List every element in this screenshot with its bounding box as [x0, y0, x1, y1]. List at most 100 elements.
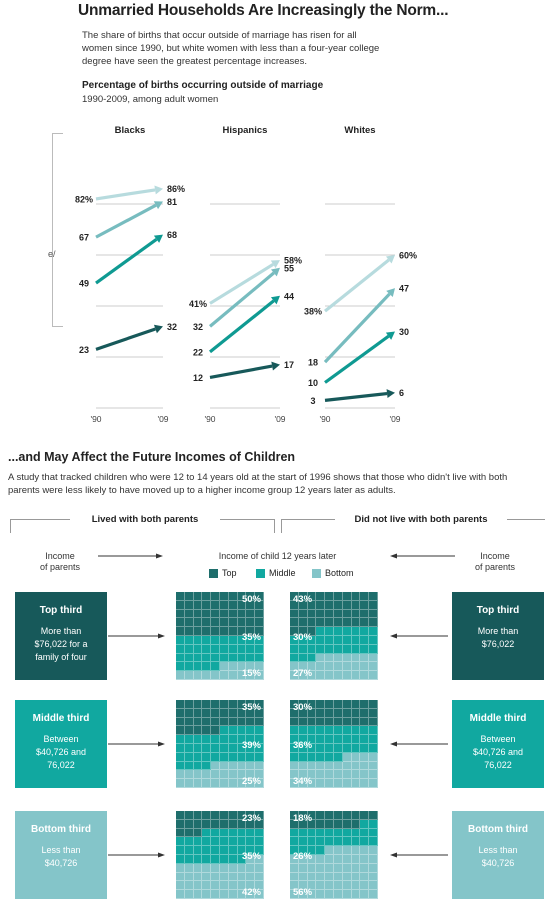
waffle-cell [290, 708, 299, 718]
waffle-cell [220, 735, 229, 744]
waffle-cell [316, 872, 326, 882]
waffle-cell [290, 752, 299, 762]
waffle-cell [369, 592, 378, 601]
waffle-cell [255, 779, 264, 788]
waffle-grid-0-2: 23% 35% 42% [176, 811, 264, 899]
waffle-cell [211, 662, 220, 672]
income-box-title-left-0: Top third [39, 605, 83, 616]
arrow-right-icon [156, 553, 163, 559]
income-box-title-left-1: Middle third [32, 713, 90, 724]
waffle-cell [351, 837, 361, 847]
waffle-cell [237, 744, 247, 753]
waffle-cell [176, 863, 185, 873]
waffle-cell [316, 609, 326, 619]
side-fragment: e/ [48, 249, 56, 259]
waffle-cell [228, 761, 238, 771]
waffle-cell [316, 627, 326, 636]
waffle-cell [307, 592, 317, 601]
waffle-cell [237, 618, 247, 628]
waffle-cell [246, 735, 256, 744]
arrow-right-icon [158, 741, 165, 747]
waffle-cell [202, 837, 212, 847]
waffle-cell [307, 761, 317, 771]
row-arrows-2 [108, 852, 448, 858]
waffle-cell [351, 726, 361, 736]
waffle-cell [255, 837, 264, 847]
waffle-label-1-2-0: 18% [293, 813, 313, 824]
waffle-cell [228, 671, 238, 680]
waffle-cell [316, 881, 326, 891]
waffle-cell [290, 872, 299, 882]
waffle-cell [220, 846, 229, 855]
waffle-cell [193, 708, 203, 718]
waffle-label-1-2-1: 26% [293, 851, 313, 862]
waffle-cell [369, 890, 378, 899]
waffle-cell [325, 600, 334, 610]
waffle-cell [360, 872, 370, 882]
series-arrow-1-2 [270, 295, 280, 305]
waffle-cell [255, 600, 264, 610]
series-arrow-0-2 [153, 234, 163, 243]
waffle-cell [334, 726, 343, 736]
income-box-desc-line-left-1-1: $40,726 and [35, 747, 87, 757]
waffle-cell [193, 846, 203, 855]
waffle-cell [325, 819, 334, 829]
waffle-cell [360, 761, 370, 771]
waffle-cell [342, 863, 352, 873]
waffle-cell [342, 770, 352, 780]
waffle-cell [193, 770, 203, 780]
waffle-cell [176, 744, 185, 753]
income-parents-right-line1: Income [480, 551, 510, 561]
waffle-cell [237, 761, 247, 771]
arrow-left-icon [390, 852, 397, 858]
waffle-cell [176, 837, 185, 847]
series-arrow-2-2 [385, 331, 395, 340]
waffle-cell [351, 855, 361, 864]
waffle-cell [202, 636, 212, 645]
waffle-cell [334, 752, 343, 762]
waffle-cell [325, 890, 334, 899]
waffle-cell [228, 744, 238, 753]
series-line-2-0 [323, 258, 390, 313]
income-box-right-2: Bottom third Less than $40,726 [452, 811, 544, 899]
waffle-cell [342, 609, 352, 619]
waffle-cell [220, 600, 229, 610]
income-box-desc-line-right-0-1: $76,022 [481, 639, 515, 649]
waffle-cell [342, 779, 352, 788]
waffle-cell [220, 828, 229, 838]
label-start-2-0: 38% [304, 307, 322, 317]
waffle-cell [255, 770, 264, 780]
waffle-cell [307, 717, 317, 727]
waffle-cell [360, 828, 370, 838]
waffle-cell [369, 881, 378, 891]
waffle-cell [246, 627, 256, 636]
waffle-cell [220, 761, 229, 771]
waffle-cell [307, 744, 317, 753]
waffle-cell [184, 881, 194, 891]
income-box-desc-line-right-1-1: $40,726 and [472, 747, 524, 757]
waffle-cell [351, 863, 361, 873]
waffle-cell [290, 662, 299, 672]
waffle-cell [307, 735, 317, 744]
waffle-cell [184, 752, 194, 762]
arrow-right-icon [158, 852, 165, 858]
page-title: Unmarried Households Are Increasingly th… [78, 2, 449, 19]
waffle-cell [202, 592, 212, 601]
waffle-cell [351, 618, 361, 628]
waffle-label-1-0-1: 30% [293, 632, 313, 643]
waffle-cell [211, 735, 220, 744]
series-line-2-2 [324, 334, 390, 384]
waffle-cell [351, 592, 361, 601]
waffle-cell [176, 662, 185, 672]
waffle-cell [290, 592, 299, 601]
waffle-cell [290, 618, 299, 628]
waffle-cell [325, 770, 334, 780]
waffle-cell [193, 618, 203, 628]
waffle-cell [334, 837, 343, 847]
income-box-desc-left-0: More than $76,022 for a family of four [15, 625, 107, 664]
waffle-cell [290, 881, 299, 891]
waffle-cell [290, 744, 299, 753]
waffle-cell [228, 600, 238, 610]
waffle-cell [246, 708, 256, 718]
waffle-cell [176, 592, 185, 601]
